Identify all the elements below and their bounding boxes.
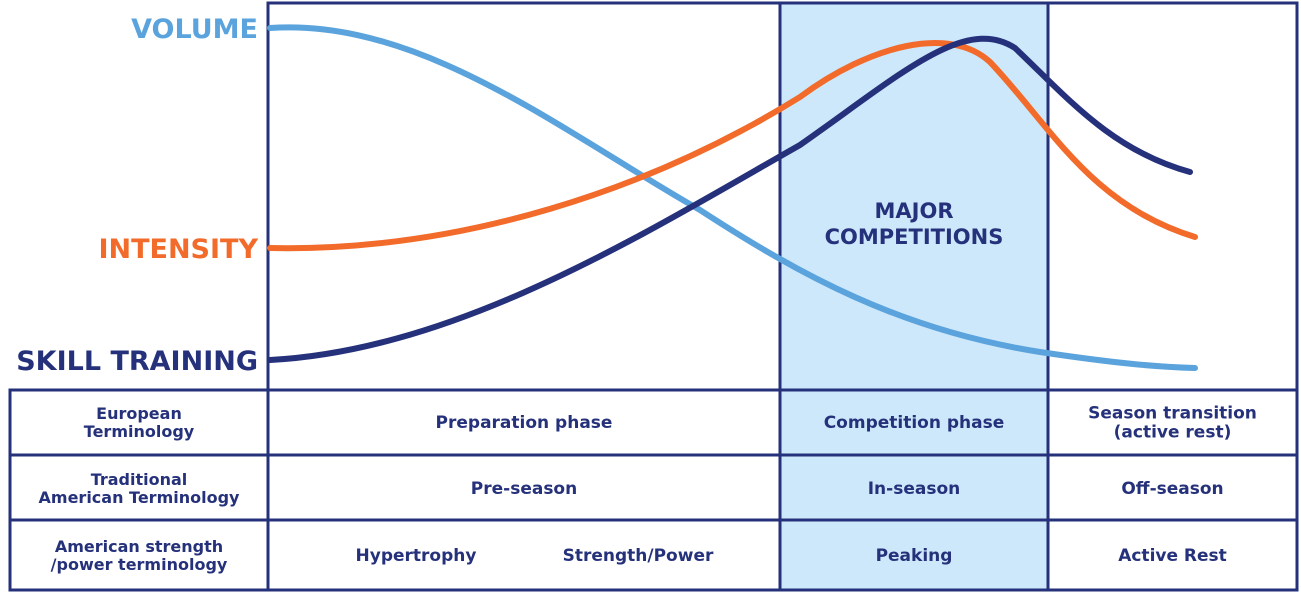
intensity-label: INTENSITY bbox=[98, 234, 258, 265]
competition-band bbox=[780, 3, 1048, 590]
cell-text: (active rest) bbox=[1114, 423, 1232, 443]
volume-curve bbox=[267, 24, 1198, 371]
skill-training-label: SKILL TRAINING bbox=[16, 346, 258, 377]
row-header: American Terminology bbox=[39, 488, 241, 507]
cell-text: Active Rest bbox=[1118, 546, 1227, 566]
cell-text: Competition phase bbox=[824, 413, 1005, 433]
cell-text: Peaking bbox=[876, 546, 953, 566]
row-header: Traditional bbox=[91, 470, 188, 489]
cell-text: Hypertrophy bbox=[356, 546, 477, 566]
cell-text: Off-season bbox=[1121, 479, 1223, 499]
volume-label: VOLUME bbox=[131, 14, 258, 45]
band-label: COMPETITIONS bbox=[825, 225, 1004, 249]
cell-text: Season transition bbox=[1088, 404, 1257, 424]
cell-text: Preparation phase bbox=[436, 413, 613, 433]
skill-training-curve bbox=[267, 35, 1193, 363]
cell-text: In-season bbox=[868, 479, 961, 499]
row-header: /power terminology bbox=[51, 555, 228, 574]
row-header: European bbox=[96, 404, 182, 423]
intensity-curve bbox=[267, 40, 1198, 252]
row-header: American strength bbox=[55, 537, 223, 556]
row-header: Terminology bbox=[84, 422, 195, 441]
band-label: MAJOR bbox=[875, 199, 954, 223]
table-frame bbox=[8, 388, 1299, 592]
cell-text: Strength/Power bbox=[563, 546, 714, 566]
cell-text: Pre-season bbox=[471, 479, 577, 499]
